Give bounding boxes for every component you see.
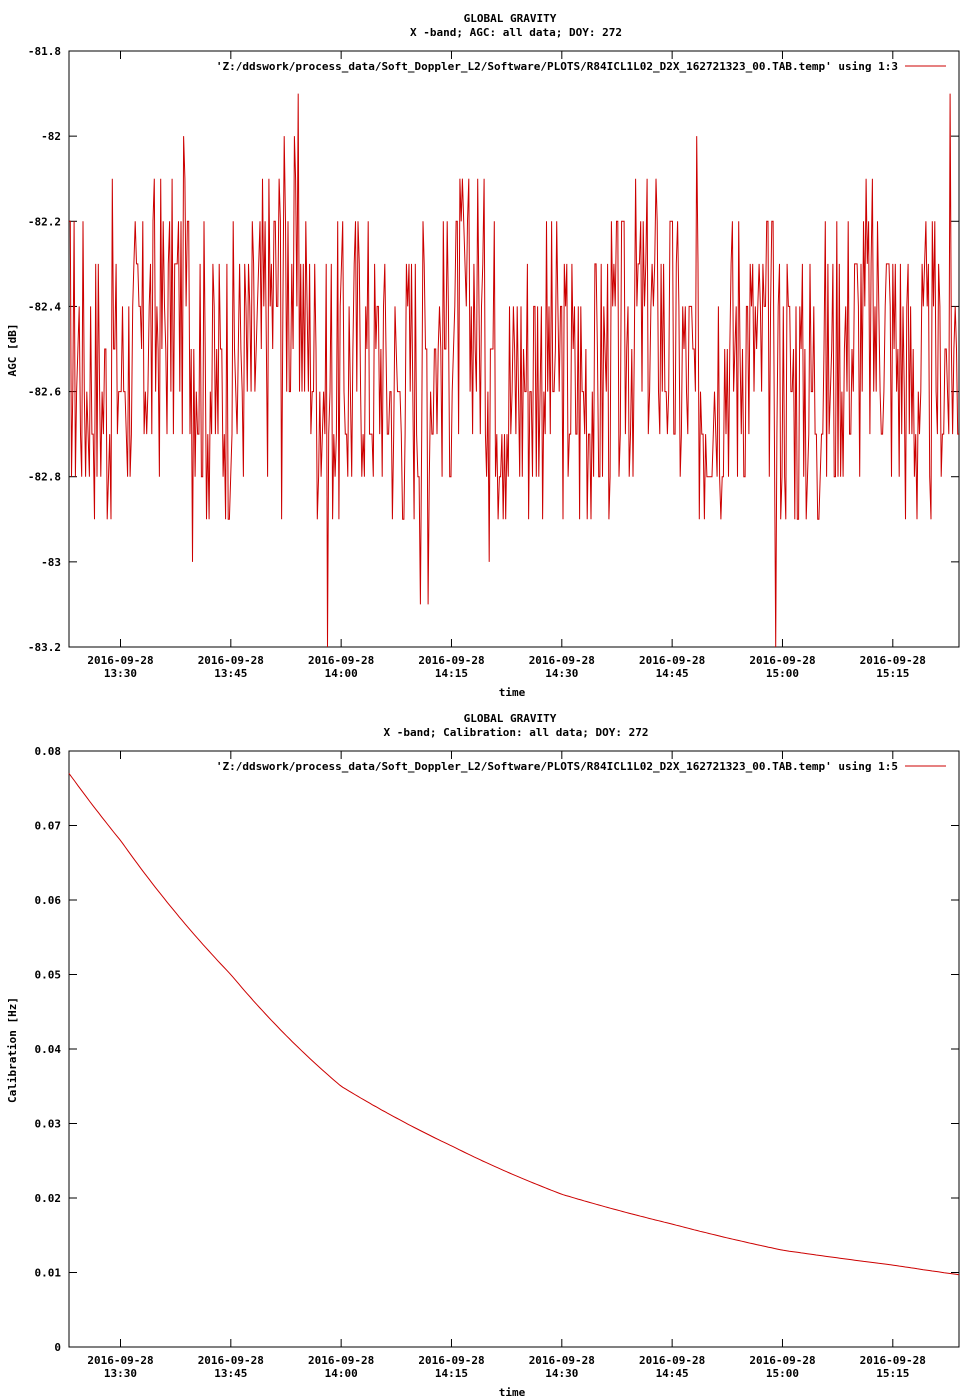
x-tick-time: 14:15 xyxy=(435,1367,468,1380)
x-tick-date: 2016-09-28 xyxy=(860,654,926,667)
plot-frame xyxy=(68,50,960,648)
chart-title: GLOBAL GRAVITY xyxy=(464,12,557,25)
legend: 'Z:/ddswork/process_data/Soft_Doppler_L2… xyxy=(216,60,946,73)
y-tick-label: 0.04 xyxy=(35,1043,62,1056)
legend-label: 'Z:/ddswork/process_data/Soft_Doppler_L2… xyxy=(216,760,898,773)
y-tick-label: -82.6 xyxy=(28,386,61,399)
x-tick-date: 2016-09-28 xyxy=(860,1354,926,1367)
chart-subtitle: X -band; AGC: all data; DOY: 272 xyxy=(410,26,622,39)
x-ticks: 2016-09-2813:302016-09-2813:452016-09-28… xyxy=(87,751,926,1380)
x-tick-date: 2016-09-28 xyxy=(749,1354,815,1367)
x-tick-time: 14:30 xyxy=(545,1367,578,1380)
chart-subtitle: X -band; Calibration: all data; DOY: 272 xyxy=(384,726,649,739)
x-ticks: 2016-09-2813:302016-09-2813:452016-09-28… xyxy=(87,51,926,680)
x-tick-date: 2016-09-28 xyxy=(198,1354,264,1367)
x-tick-time: 15:00 xyxy=(766,667,799,680)
y-tick-label: -83 xyxy=(41,556,61,569)
x-axis-label: time xyxy=(499,686,526,699)
plot-frame xyxy=(68,750,960,1348)
y-tick-label: 0 xyxy=(54,1341,61,1354)
x-tick-time: 14:15 xyxy=(435,667,468,680)
y-tick-label: -82.2 xyxy=(28,215,61,228)
x-tick-time: 14:45 xyxy=(656,1367,689,1380)
x-tick-time: 14:45 xyxy=(656,667,689,680)
x-tick-time: 14:00 xyxy=(325,667,358,680)
x-tick-date: 2016-09-28 xyxy=(639,654,705,667)
y-tick-label: -83.2 xyxy=(28,641,61,654)
x-tick-date: 2016-09-28 xyxy=(639,1354,705,1367)
y-tick-label: 0.08 xyxy=(35,745,62,758)
y-tick-label: 0.03 xyxy=(35,1118,62,1131)
y-tick-label: 0.07 xyxy=(35,820,62,833)
x-tick-time: 13:45 xyxy=(214,1367,247,1380)
calibration-chart: GLOBAL GRAVITY X -band; Calibration: all… xyxy=(6,712,960,1399)
y-tick-label: 0.05 xyxy=(35,969,62,982)
series-line xyxy=(68,773,960,1276)
x-tick-date: 2016-09-28 xyxy=(749,654,815,667)
x-tick-time: 13:45 xyxy=(214,667,247,680)
legend: 'Z:/ddswork/process_data/Soft_Doppler_L2… xyxy=(216,760,946,773)
y-tick-label: -82 xyxy=(41,130,61,143)
x-axis-label: time xyxy=(499,1386,526,1399)
series-line xyxy=(69,93,959,648)
y-tick-label: 0.02 xyxy=(35,1192,62,1205)
x-tick-time: 13:30 xyxy=(104,1367,137,1380)
x-tick-date: 2016-09-28 xyxy=(418,1354,484,1367)
x-tick-time: 14:30 xyxy=(545,667,578,680)
x-tick-time: 13:30 xyxy=(104,667,137,680)
y-tick-label: 0.01 xyxy=(35,1267,62,1280)
legend-label: 'Z:/ddswork/process_data/Soft_Doppler_L2… xyxy=(216,60,898,73)
y-tick-label: 0.06 xyxy=(35,894,62,907)
x-tick-time: 15:15 xyxy=(876,1367,909,1380)
x-tick-time: 14:00 xyxy=(325,1367,358,1380)
x-tick-date: 2016-09-28 xyxy=(87,1354,153,1367)
agc-chart: GLOBAL GRAVITY X -band; AGC: all data; D… xyxy=(6,12,960,699)
x-tick-date: 2016-09-28 xyxy=(198,654,264,667)
x-tick-date: 2016-09-28 xyxy=(308,1354,374,1367)
x-tick-date: 2016-09-28 xyxy=(87,654,153,667)
y-ticks: 0.08 0.07 0.06 0.05 0.04 0.03 0.02 0.01 0 xyxy=(35,745,959,1354)
y-tick-label: -82.4 xyxy=(28,300,61,313)
x-tick-time: 15:15 xyxy=(876,667,909,680)
y-tick-label: -81.8 xyxy=(28,45,61,58)
y-axis-label: Calibration [Hz] xyxy=(6,997,19,1103)
y-tick-label: -82.8 xyxy=(28,471,61,484)
x-tick-date: 2016-09-28 xyxy=(529,654,595,667)
x-tick-date: 2016-09-28 xyxy=(418,654,484,667)
x-tick-date: 2016-09-28 xyxy=(308,654,374,667)
x-tick-date: 2016-09-28 xyxy=(529,1354,595,1367)
x-tick-time: 15:00 xyxy=(766,1367,799,1380)
chart-title: GLOBAL GRAVITY xyxy=(464,712,557,725)
y-axis-label: AGC [dB] xyxy=(6,324,19,377)
